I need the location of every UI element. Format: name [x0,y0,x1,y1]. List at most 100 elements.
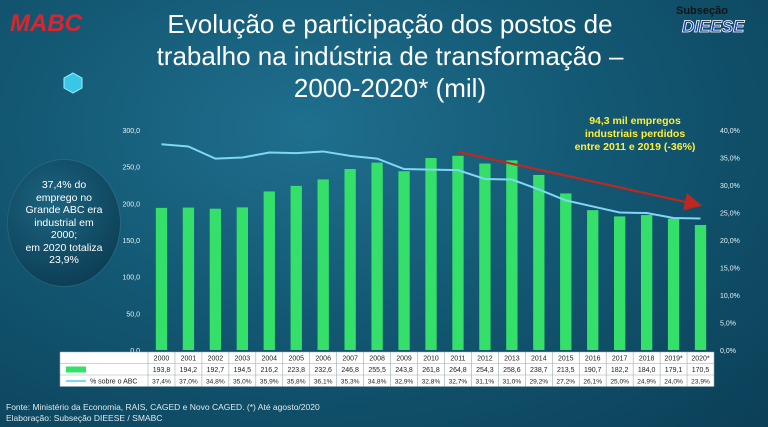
year-label: 2007 [342,356,358,363]
title-line-3: 2000-2020* (mil) [293,73,487,103]
bar-value-label: 223,8 [287,367,305,374]
bar-2004 [263,191,275,350]
year-label: 2017 [612,356,628,363]
bar-value-label: 246,8 [341,367,359,374]
smabc-logo-text: MABC [10,10,83,36]
y-right-tick-label: 5,0% [720,321,736,328]
bar-2003 [236,207,248,350]
annotation-line-3: entre 2011 e 2019 (-36%) [574,141,696,153]
bar-value-label: 213,5 [557,367,575,374]
bar-2017 [614,216,626,350]
year-label: 2004 [261,356,277,363]
bar-value-label: 238,7 [530,367,548,374]
share-value-label: 31,0% [503,379,522,386]
y-left-tick-label: 0,0 [130,348,140,355]
share-value-label: 37,0% [179,379,198,386]
annotation-line-1: 94,3 mil empregos [589,115,681,127]
year-label: 2018 [639,356,655,363]
summary-bubble: 37,4% do emprego no Grande ABC era indus… [8,160,120,286]
bubble-line-2: emprego no [35,191,93,204]
bar-2009 [398,171,410,350]
bar-value-label: 190,7 [584,367,602,374]
share-value-label: 29,2% [529,379,548,386]
share-value-label: 32,7% [449,379,468,386]
year-label: 2002 [208,356,224,363]
y-left-tick-label: 150,0 [122,238,140,245]
year-label: 2010 [423,356,439,363]
bar-2013 [506,160,518,350]
share-value-label: 27,2% [556,379,575,386]
bar-value-label: 254,3 [476,367,494,374]
bar-2011 [452,155,464,350]
y-right-tick-label: 20,0% [720,238,740,245]
bar-2007 [344,169,356,350]
year-label: 2001 [181,356,197,363]
dieese-logo: Subseção DIEESE [676,5,745,36]
y-left-tick-label: 200,0 [122,201,140,208]
year-label: 2013 [504,356,520,363]
dieese-logo-bottom: DIEESE [682,17,745,36]
footer-source: Fonte: Ministério da Economia, RAIS, CAG… [6,402,320,412]
trend-annotation: 94,3 mil empregos industriais perdidos e… [560,115,710,154]
share-value-label: 31,1% [476,379,495,386]
y-right-tick-label: 0,0% [720,348,736,355]
bar-value-label: 194,5 [234,367,252,374]
share-value-label: 37,4% [152,379,171,386]
bar-2002 [209,208,222,350]
bar-value-label: 261,8 [422,367,440,374]
bubble-line-3: Grande ABC era [25,204,103,217]
share-value-label: 24,0% [664,379,683,386]
title-line-1: Evolução e participação dos postos de [167,9,613,39]
bar-2012 [479,163,491,350]
dieese-logo-top: Subseção [676,5,728,17]
year-label: 2012 [477,356,493,363]
bubble-line-6: em 2020 totaliza [25,241,103,254]
y-right-tick-label: 25,0% [720,211,740,218]
hexagon-icon [63,72,83,94]
year-label: 2020* [691,356,710,363]
smabc-logo: MABC [10,10,83,36]
bar-value-label: 243,8 [395,367,413,374]
share-value-label: 35,3% [341,379,360,386]
title-line-2: trabalho na indústria de transformação – [156,41,624,71]
bubble-line-4: industrial em [34,216,94,229]
year-label: 2014 [531,356,547,363]
y-right-tick-label: 35,0% [720,156,740,163]
annotation-line-2: industriais perdidos [584,128,686,140]
bar-value-label: 179,1 [665,367,683,374]
y-left-tick-label: 250,0 [122,165,140,172]
share-value-label: 35,9% [260,379,279,386]
share-value-label: 24,9% [637,379,656,386]
bar-value-label: 192,7 [207,367,225,374]
bar-2005 [290,185,302,350]
bar-value-label: 216,2 [261,367,279,374]
y-right-tick-label: 30,0% [720,183,740,190]
bar-value-label: 255,5 [368,367,386,374]
share-value-label: 32,9% [395,379,414,386]
bar-2018 [640,215,653,350]
bubble-line-5: 2000; [50,229,78,242]
year-label: 2006 [315,356,331,363]
bar-value-label: 170,5 [692,367,710,374]
bar-2010 [425,158,437,350]
bar-2016 [587,210,599,350]
bubble-line-7: 23,9% [49,254,79,267]
bar-2000 [155,207,168,350]
share-value-label: 32,8% [422,379,441,386]
share-value-label: 25,0% [610,379,629,386]
y-right-tick-label: 15,0% [720,266,740,273]
bubble-line-1: 37,4% do [41,179,87,192]
bar-2001 [182,207,195,350]
page-title: Evolução e participação dos postos de tr… [120,8,660,104]
bar-2015 [560,193,572,350]
year-label: 2008 [369,356,385,363]
bar-value-label: 184,0 [638,367,656,374]
year-label: 2003 [235,356,251,363]
bar-value-label: 194,2 [180,367,198,374]
share-value-label: 34,8% [206,379,225,386]
year-label: 2000 [154,356,170,363]
bar-2008 [371,162,383,350]
trend-arrow [457,150,703,211]
year-label: 2005 [288,356,304,363]
